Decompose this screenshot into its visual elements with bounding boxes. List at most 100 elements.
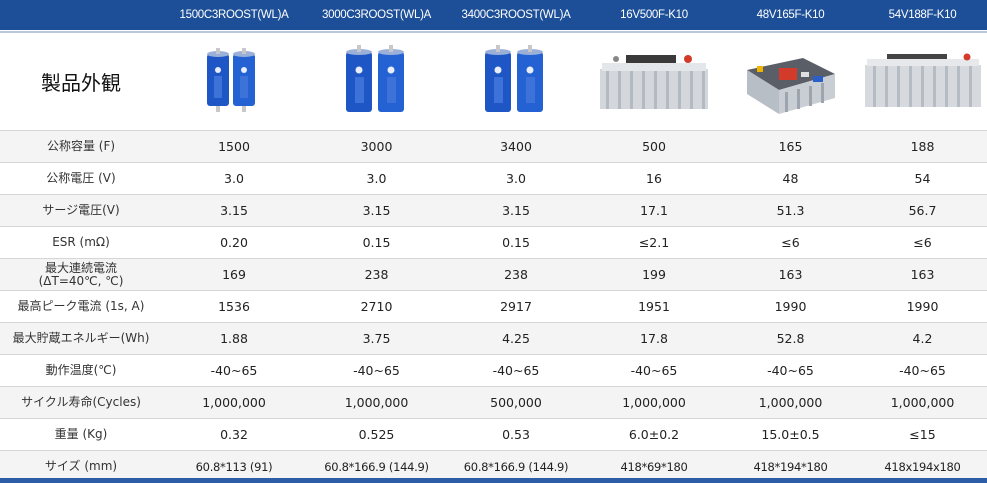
product-photo-16v — [585, 33, 723, 130]
column-header: 3400C3ROOST(WL)A — [461, 9, 571, 21]
header-divider — [0, 31, 987, 33]
spec-value-cell: 17.8 — [640, 331, 668, 346]
header-band: 1500C3ROOST(WL)A 3000C3ROOST(WL)A 3400C3… — [0, 0, 987, 30]
spec-value-cell: 3.15 — [362, 203, 391, 218]
spec-value-cell: 48 — [782, 171, 799, 186]
spec-row-label: サイクル寿命(Cycles) — [21, 395, 141, 409]
spec-row: 重量 (Kg) 0.32 0.525 0.53 6.0±0.2 15.0±0.5 ≤15 — [0, 418, 987, 450]
spec-row-label: 最大貯蔵エネルギー(Wh) — [12, 331, 150, 345]
product-photo-3000 — [306, 33, 447, 130]
spec-row: サイクル寿命(Cycles) 1,000,000 1,000,000 500,000 1… — [0, 386, 987, 418]
spec-value-cell: 54 — [914, 171, 931, 186]
product-photo-48v — [723, 33, 858, 130]
spec-value-cell: -40~65 — [492, 363, 540, 378]
spec-value-cell: 1536 — [218, 299, 250, 314]
spec-value-cell: 0.53 — [502, 427, 530, 442]
spec-value-cell: 1951 — [638, 299, 670, 314]
header-spacer — [0, 0, 162, 30]
spec-value-cell: 0.32 — [220, 427, 248, 442]
spec-value-cell: 60.8*166.9 (144.9) — [324, 459, 429, 474]
photo-row-label: 製品外観 — [41, 71, 121, 95]
spec-value-cell: 1,000,000 — [202, 395, 266, 410]
spec-value-cell: 1990 — [906, 299, 939, 314]
spec-row: 公称電圧 (V) 3.0 3.0 3.0 16 48 54 — [0, 162, 987, 194]
spec-value-cell: ≤6 — [781, 235, 800, 250]
capacitor-module-image — [864, 53, 981, 107]
spec-row: 最大貯蔵エネルギー(Wh) 1.88 3.75 4.25 17.8 52.8 4.2 — [0, 322, 987, 354]
spec-row-label: サイズ (mm) — [44, 459, 118, 473]
cylindrical-capacitor-pair-image — [207, 47, 255, 112]
spec-value-cell: 418*69*180 — [620, 459, 688, 474]
spec-value-cell: 199 — [642, 267, 666, 282]
spec-value-cell: -40~65 — [630, 363, 678, 378]
spec-value-cell: 238 — [364, 267, 389, 282]
spec-value-cell: 418*194*180 — [753, 459, 828, 474]
spec-row: 公称容量 (F) 1500 3000 3400 500 165 188 — [0, 130, 987, 162]
column-header: 1500C3ROOST(WL)A — [179, 9, 289, 21]
spec-value-cell: -40~65 — [899, 363, 946, 378]
spec-value-cell: 2917 — [500, 299, 532, 314]
column-header: 3000C3ROOST(WL)A — [322, 9, 431, 21]
spec-value-cell: 6.0±0.2 — [628, 427, 680, 442]
product-photo-1500 — [162, 33, 306, 130]
spec-value-cell: 4.2 — [912, 331, 933, 346]
column-header: 54V188F-K10 — [888, 9, 957, 21]
column-header: 48V165F-K10 — [756, 9, 825, 21]
spec-value-cell: 15.0±0.5 — [761, 427, 820, 442]
spec-row-label: 最高ピーク電流 (1s, A) — [17, 299, 145, 313]
spec-value-cell: 1,000,000 — [758, 395, 823, 410]
spec-value-cell: 60.8*113 (91) — [195, 459, 273, 474]
spec-row: サージ電圧(V) 3.15 3.15 3.15 17.1 51.3 56.7 — [0, 194, 987, 226]
spec-row-label: 公称容量 (F) — [46, 139, 116, 153]
spec-value-cell: 0.20 — [220, 235, 248, 250]
spec-value-cell: 0.525 — [358, 427, 395, 442]
spec-value-cell: 500,000 — [490, 395, 542, 410]
spec-value-cell: 3000 — [360, 139, 393, 154]
spec-row-label: 最大連続電流 (ΔT=40℃, ℃) — [38, 260, 124, 288]
spec-value-cell: 4.25 — [502, 331, 530, 346]
spec-value-cell: 3400 — [500, 139, 532, 154]
capacitor-module-image — [600, 54, 708, 109]
spec-value-cell: 188 — [910, 139, 935, 154]
spec-value-cell: 56.7 — [908, 203, 937, 218]
spec-row-label: ESR (mΩ) — [52, 235, 110, 249]
spec-row-label: 動作温度(℃) — [45, 363, 117, 377]
spec-row: 最大連続電流 (ΔT=40℃, ℃) 169 238 238 199 163 163 — [0, 258, 987, 290]
spec-value-cell: 1500 — [218, 139, 250, 154]
spec-value-cell: ≤6 — [913, 235, 932, 250]
spec-value-cell: ≤15 — [909, 427, 936, 442]
spec-row: 動作温度(℃) -40~65 -40~65 -40~65 -40~65 -40~65 -40… — [0, 354, 987, 386]
spec-value-cell: ≤2.1 — [638, 235, 670, 250]
photo-label-cell: 製品外観 — [0, 33, 162, 130]
spec-row-label: 重量 (Kg) — [54, 427, 108, 441]
product-photo-row: 製品外観 — [0, 33, 987, 130]
spec-value-cell: 60.8*166.9 (144.9) — [463, 459, 569, 474]
spec-rows: 公称容量 (F) 1500 3000 3400 500 165 188 公称電圧 (V) 3.0… — [0, 130, 987, 482]
spec-value-cell: 3.0 — [224, 171, 244, 186]
spec-value-cell: 165 — [778, 139, 803, 154]
spec-value-cell: 163 — [910, 267, 935, 282]
spec-value-cell: 1,000,000 — [344, 395, 409, 410]
spec-value-cell: 0.15 — [362, 235, 391, 250]
cylindrical-capacitor-pair-image — [485, 44, 543, 112]
spec-value-cell: 163 — [778, 267, 803, 282]
spec-value-cell: 17.1 — [640, 203, 668, 218]
spec-value-cell: 3.75 — [362, 331, 391, 346]
spec-value-cell: 0.15 — [502, 235, 530, 250]
spec-value-cell: 51.3 — [776, 203, 805, 218]
bottom-accent-line — [0, 478, 987, 483]
spec-row: ESR (mΩ) 0.20 0.15 0.15 ≤2.1 ≤6 ≤6 — [0, 226, 987, 258]
spec-value-cell: 3.15 — [220, 203, 248, 218]
spec-value-cell: 3.0 — [366, 171, 387, 186]
spec-value-cell: 52.8 — [776, 331, 805, 346]
spec-value-cell: 1,000,000 — [622, 395, 686, 410]
spec-value-cell: 500 — [642, 139, 666, 154]
spec-row: 最高ピーク電流 (1s, A) 1536 2710 2917 1951 1990 1990 — [0, 290, 987, 322]
spec-value-cell: 238 — [504, 267, 528, 282]
spec-value-cell: 169 — [222, 267, 246, 282]
spec-value-cell: 1.88 — [220, 331, 248, 346]
cylindrical-capacitor-pair-image — [345, 44, 404, 112]
spec-value-cell: 3.0 — [506, 171, 526, 186]
spec-value-cell: 1990 — [774, 299, 807, 314]
